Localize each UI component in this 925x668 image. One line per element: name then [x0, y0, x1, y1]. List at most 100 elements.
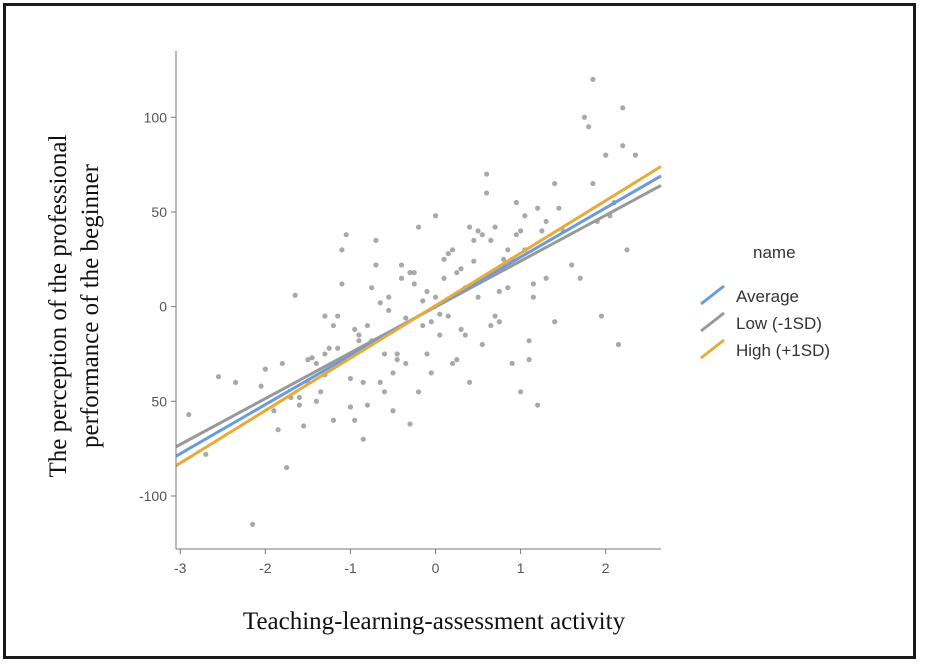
- y-tick-label: 50: [151, 393, 167, 409]
- scatter-point: [415, 224, 422, 230]
- scatter-point: [377, 379, 383, 385]
- scatter-point: [360, 436, 366, 442]
- legend-label: Average: [736, 287, 799, 306]
- scatter-point: [505, 247, 511, 253]
- scatter-point: [483, 190, 490, 196]
- x-tick-label: 2: [602, 560, 610, 576]
- scatter-point: [386, 307, 392, 314]
- scatter-point: [249, 521, 256, 527]
- scatter-point: [471, 237, 477, 243]
- x-tick-label: -3: [174, 560, 187, 576]
- scatter-point: [603, 152, 609, 158]
- scatter-point: [437, 311, 443, 317]
- scatter-point: [347, 375, 354, 382]
- scatter-point: [415, 389, 422, 395]
- scatter-point: [356, 332, 362, 338]
- scatter-point: [398, 275, 405, 281]
- scatter-point: [339, 281, 345, 287]
- scatter-point: [488, 237, 494, 243]
- scatter-point: [403, 360, 409, 367]
- scatter-point: [326, 345, 332, 351]
- scatter-point: [364, 402, 371, 408]
- scatter-point: [449, 247, 456, 253]
- scatter-point: [347, 404, 354, 410]
- scatter-point: [441, 256, 447, 262]
- scatter-point: [339, 247, 345, 253]
- scatter-point: [492, 224, 498, 230]
- scatter-point: [352, 326, 358, 332]
- scatter-point: [500, 256, 507, 262]
- scatter-point: [513, 199, 519, 206]
- scatter-point: [496, 288, 502, 295]
- scatter-point: [428, 319, 434, 325]
- scatter-point: [330, 417, 337, 423]
- scatter-point: [390, 408, 396, 414]
- scatter-point: [373, 237, 379, 243]
- scatter-point: [352, 417, 358, 423]
- scatter-point: [620, 105, 626, 111]
- scatter-point: [513, 232, 519, 238]
- scatter-point: [530, 294, 536, 300]
- scatter-point: [458, 266, 464, 272]
- scatter-point: [428, 370, 434, 376]
- scatter-point: [215, 374, 222, 380]
- scatter-point: [462, 332, 468, 338]
- scatter-point: [420, 298, 426, 304]
- scatter-point: [526, 338, 532, 344]
- scatter-point: [301, 423, 307, 429]
- legend-label: High (+1SD): [736, 341, 830, 360]
- scatter-point: [526, 357, 532, 363]
- scatter-point: [471, 258, 477, 264]
- y-axis-title-line-2: performance of the beginner: [77, 163, 104, 448]
- y-tick-label: 100: [144, 109, 168, 125]
- scatter-point: [407, 421, 413, 427]
- scatter-point: [356, 338, 362, 344]
- scatter-point: [543, 218, 549, 225]
- scatter-point: [581, 114, 588, 120]
- x-tick-label: 0: [432, 560, 440, 576]
- scatter-point: [466, 224, 473, 230]
- scatter-point: [373, 262, 379, 268]
- scatter-point: [305, 357, 311, 363]
- scatter-point: [432, 294, 439, 300]
- scatter-plot: -3 -2 -1 0 1 2 100 50 0 50 -100 The perception of …: [45, 51, 830, 635]
- legend-swatch: [700, 311, 725, 333]
- scatter-point: [343, 232, 349, 238]
- scatter-point: [369, 285, 375, 291]
- scatter-point: [186, 411, 192, 418]
- scatter-points: [186, 76, 639, 527]
- scatter-point: [330, 322, 337, 329]
- scatter-point: [586, 124, 592, 130]
- scatter-point: [262, 366, 268, 372]
- y-axis-title-line-1: The perception of the professional: [45, 134, 72, 477]
- scatter-point: [590, 180, 596, 187]
- scatter-point: [518, 228, 524, 234]
- scatter-point: [466, 379, 473, 385]
- scatter-point: [445, 313, 451, 319]
- scatter-point: [386, 294, 392, 300]
- scatter-point: [403, 315, 409, 321]
- scatter-point: [518, 389, 524, 395]
- scatter-point: [313, 360, 319, 367]
- scatter-point: [552, 319, 558, 325]
- x-tick-label: -1: [344, 560, 357, 576]
- scatter-point: [577, 275, 583, 281]
- scatter-point: [313, 398, 319, 404]
- scatter-point: [590, 76, 596, 83]
- scatter-point: [445, 251, 451, 257]
- scatter-point: [271, 408, 277, 414]
- scatter-point: [275, 427, 281, 433]
- scatter-point: [535, 402, 541, 408]
- scatter-point: [309, 355, 315, 361]
- scatter-point: [377, 300, 383, 306]
- scatter-point: [535, 205, 541, 211]
- scatter-point: [475, 294, 481, 300]
- scatter-point: [543, 275, 549, 281]
- scatter-point: [424, 288, 430, 295]
- regression-lines: [175, 165, 662, 467]
- scatter-point: [411, 281, 417, 287]
- scatter-point: [488, 322, 494, 329]
- scatter-point: [441, 275, 447, 281]
- scatter-point: [458, 326, 464, 332]
- scatter-point: [505, 285, 511, 291]
